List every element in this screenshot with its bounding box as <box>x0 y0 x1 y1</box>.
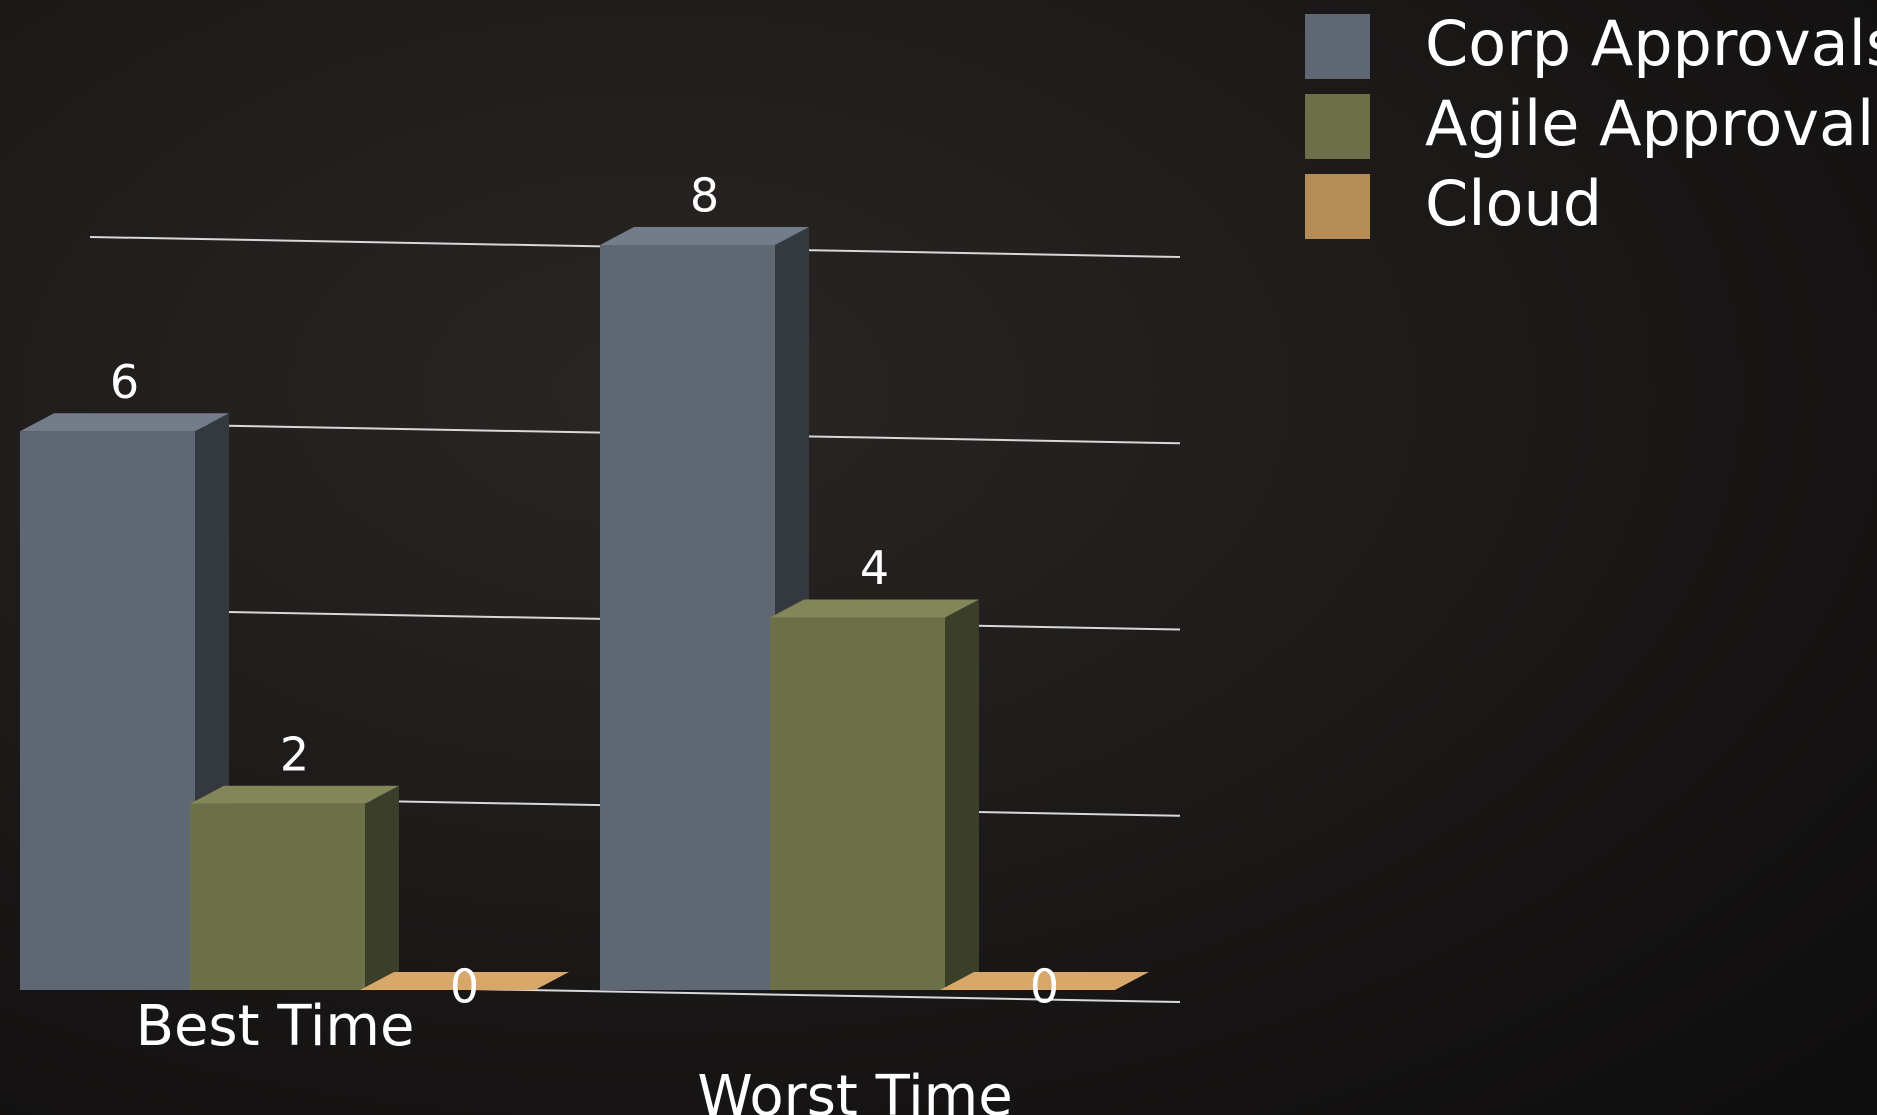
bar-side <box>365 785 399 990</box>
legend-swatch <box>1305 14 1370 79</box>
legend-label: Cloud <box>1425 167 1602 240</box>
bars <box>20 227 1149 990</box>
bar <box>600 245 775 990</box>
bar <box>20 431 195 990</box>
bar-top <box>360 972 569 990</box>
value-label: 4 <box>860 541 889 595</box>
value-label: 0 <box>450 960 479 1014</box>
legend-swatch <box>1305 94 1370 159</box>
bar-side <box>945 599 979 990</box>
labels: 6 2 0 Best Time 8 4 0 Worst Time <box>110 169 1059 1115</box>
bar <box>190 803 365 990</box>
x-tick-label: Worst Time <box>697 1064 1012 1115</box>
legend-label: Corp Approvals <box>1425 7 1877 80</box>
legend-label: Agile Approvals <box>1425 87 1877 160</box>
bar-top <box>20 413 229 432</box>
bar-top <box>940 972 1149 990</box>
value-label: 6 <box>110 355 139 409</box>
bar-top <box>770 599 979 618</box>
bar <box>770 617 945 990</box>
bar-top <box>190 785 399 804</box>
value-label: 2 <box>280 727 309 781</box>
value-label: 8 <box>690 169 719 223</box>
value-label: 0 <box>1030 960 1059 1014</box>
bar-top <box>600 227 809 245</box>
legend-swatch <box>1305 174 1370 239</box>
x-tick-label: Best Time <box>136 994 415 1059</box>
